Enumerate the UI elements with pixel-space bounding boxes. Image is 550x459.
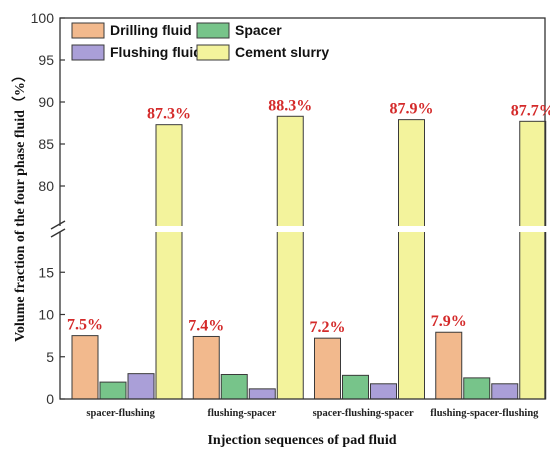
x-tick-label-flushing-spacer-flushing: flushing-spacer-flushing bbox=[430, 408, 539, 419]
axis-break-layer bbox=[48, 220, 547, 238]
bar-flushing-spacer-cement-slurry bbox=[276, 115, 304, 400]
y-tick-label-0: 0 bbox=[46, 391, 54, 407]
bar-spacer-flushing-spacer bbox=[99, 381, 127, 400]
bar-flushing-spacer-flushing-fluid bbox=[248, 388, 276, 400]
legend-label-drilling-fluid: Drilling fluid bbox=[110, 22, 192, 38]
data-label-spacer-flushing-drilling-fluid: 7.5% bbox=[67, 317, 103, 334]
bar-spacer-flushing-spacer-flushing-fluid bbox=[370, 383, 397, 400]
legend-swatch-drilling-fluid bbox=[71, 22, 105, 39]
legend: Drilling fluid Spacer Flushing fluid Cement… bbox=[71, 22, 329, 61]
bar-spacer-flushing-spacer-spacer bbox=[342, 374, 369, 400]
legend-label-flushing-fluid: Flushing fluid bbox=[110, 44, 202, 60]
y-tick-label-100: 100 bbox=[31, 10, 55, 26]
data-label-spacer-flushing-spacer-cement-slurry: 87.9% bbox=[390, 101, 434, 118]
bar-flushing-spacer-flushing-spacer bbox=[463, 377, 491, 400]
bar-spacer-flushing-spacer-cement-slurry bbox=[398, 119, 425, 400]
data-label-spacer-flushing-cement-slurry: 87.3% bbox=[147, 106, 191, 123]
y-tick-label-10: 10 bbox=[38, 307, 54, 323]
bar-flushing-spacer-spacer bbox=[220, 373, 248, 400]
x-tick-label-flushing-spacer: flushing-spacer bbox=[207, 408, 276, 419]
axis-break-slash-1 bbox=[50, 220, 66, 230]
y-tick-label-5: 5 bbox=[46, 349, 54, 365]
data-label-spacer-flushing-spacer-drilling-fluid: 7.2% bbox=[310, 319, 346, 336]
y-tick-label-85: 85 bbox=[38, 136, 54, 152]
y-tick-label-15: 15 bbox=[38, 264, 54, 280]
y-tick-label-90: 90 bbox=[38, 94, 54, 110]
data-label-flushing-spacer-flushing-drilling-fluid: 7.9% bbox=[431, 313, 467, 330]
bar-spacer-flushing-cement-slurry bbox=[155, 124, 183, 400]
bar-spacer-flushing-drilling-fluid bbox=[71, 335, 99, 400]
bar-flushing-spacer-flushing-flushing-fluid bbox=[491, 383, 519, 400]
axes-layer bbox=[59, 17, 546, 400]
bar-spacer-flushing-spacer-drilling-fluid bbox=[314, 337, 341, 400]
legend-label-cement-slurry: Cement slurry bbox=[235, 44, 329, 60]
legend-swatch-flushing-fluid bbox=[71, 44, 105, 61]
bar-flushing-spacer-drilling-fluid bbox=[192, 335, 220, 400]
ticks-layer: spacer-flushing flushing-spacer spacer-flu… bbox=[31, 10, 540, 419]
axis-break-gap bbox=[48, 226, 547, 232]
data-label-flushing-spacer-flushing-cement-slurry: 87.7% bbox=[511, 102, 550, 119]
bar-flushing-spacer-flushing-drilling-fluid bbox=[435, 331, 463, 400]
legend-label-spacer: Spacer bbox=[235, 22, 282, 38]
data-labels-layer: 7.5% 7.4% 7.2% 7.9% 87.3% 88.3% 87.9% 87.7% bbox=[67, 97, 550, 336]
y-axis-title: Volume fraction of the four phase fluid（… bbox=[12, 68, 28, 342]
x-tick-label-spacer-flushing: spacer-flushing bbox=[86, 408, 155, 419]
y-tick-label-95: 95 bbox=[38, 52, 54, 68]
legend-swatch-cement-slurry bbox=[196, 44, 230, 61]
x-tick-label-spacer-flushing-spacer: spacer-flushing-spacer bbox=[313, 408, 414, 419]
bars-layer bbox=[71, 115, 547, 400]
legend-swatch-spacer bbox=[196, 22, 230, 39]
y-tick-label-80: 80 bbox=[38, 178, 54, 194]
x-axis-title: Injection sequences of pad fluid bbox=[207, 433, 396, 448]
plot-frame bbox=[59, 17, 546, 400]
bar-flushing-spacer-flushing-cement-slurry bbox=[519, 120, 547, 400]
data-label-flushing-spacer-drilling-fluid: 7.4% bbox=[188, 317, 224, 334]
bar-spacer-flushing-flushing-fluid bbox=[127, 373, 155, 400]
axis-break-slash-2 bbox=[50, 228, 66, 238]
data-label-flushing-spacer-cement-slurry: 88.3% bbox=[268, 97, 312, 114]
